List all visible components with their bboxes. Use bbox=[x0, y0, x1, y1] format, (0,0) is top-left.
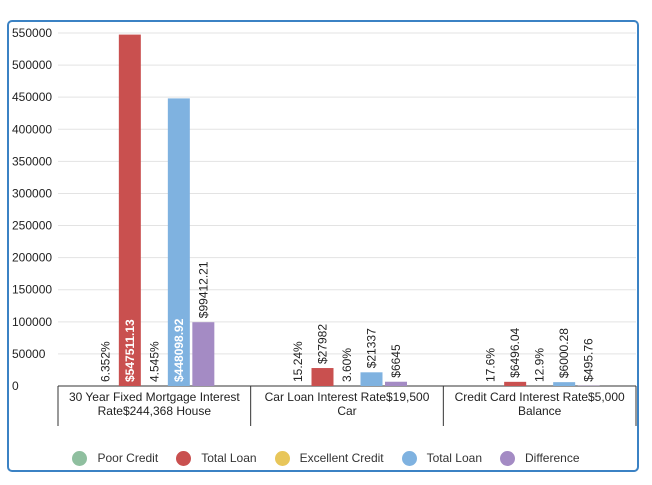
data-label: 6.352% bbox=[98, 341, 112, 382]
data-label: $21337 bbox=[365, 328, 379, 368]
bar bbox=[385, 381, 407, 386]
bar bbox=[311, 368, 334, 386]
data-label: $448098.92 bbox=[172, 318, 186, 382]
data-label: $99412.21 bbox=[196, 261, 210, 318]
y-tick-label: 400000 bbox=[12, 122, 52, 136]
category-label: Car Loan Interest Rate$19,500 bbox=[265, 390, 430, 404]
category-label: Credit Card Interest Rate$5,000 bbox=[455, 390, 625, 404]
y-tick-label: 200000 bbox=[12, 251, 52, 265]
bar bbox=[167, 98, 190, 386]
data-label: 15.24% bbox=[291, 341, 305, 382]
legend-swatch bbox=[401, 450, 417, 466]
legend-item[interactable]: Excellent Credit bbox=[274, 450, 384, 466]
data-label: $6645 bbox=[389, 344, 403, 378]
y-tick-label: 450000 bbox=[12, 90, 52, 104]
y-tick-label: 250000 bbox=[12, 219, 52, 233]
y-tick-label: 550000 bbox=[12, 26, 52, 40]
y-tick-label: 500000 bbox=[12, 58, 52, 72]
y-tick-label: 350000 bbox=[12, 154, 52, 168]
chart-frame bbox=[7, 20, 639, 472]
category-label: Balance bbox=[518, 404, 562, 418]
category-label: Car bbox=[337, 404, 356, 418]
data-label: $6000.28 bbox=[557, 328, 571, 378]
bar bbox=[192, 322, 215, 386]
category-label: 30 Year Fixed Mortgage Interest bbox=[69, 390, 240, 404]
data-label: $495.76 bbox=[582, 338, 596, 382]
legend-item[interactable]: Poor Credit bbox=[72, 450, 159, 466]
legend-item[interactable]: Total Loan bbox=[176, 450, 257, 466]
legend-label: Total Loan bbox=[426, 451, 483, 465]
legend-item[interactable]: Difference bbox=[500, 450, 580, 466]
bar bbox=[118, 34, 141, 386]
legend-item[interactable]: Total Loan bbox=[401, 450, 483, 466]
data-label: 17.6% bbox=[484, 348, 498, 382]
data-label: 4.545% bbox=[147, 341, 161, 382]
data-label: $27982 bbox=[316, 324, 330, 364]
legend-swatch bbox=[176, 450, 192, 466]
y-tick-label: 100000 bbox=[12, 315, 52, 329]
bar bbox=[504, 381, 527, 386]
legend-label: Difference bbox=[525, 451, 580, 465]
legend-swatch bbox=[274, 450, 290, 466]
legend-label: Poor Credit bbox=[97, 451, 159, 465]
bar bbox=[553, 382, 576, 386]
data-label: 3.60% bbox=[340, 348, 354, 382]
y-tick-label: 300000 bbox=[12, 186, 52, 200]
y-tick-label: 150000 bbox=[12, 283, 52, 297]
legend-swatch bbox=[500, 450, 516, 466]
data-label: 12.9% bbox=[533, 348, 547, 382]
legend-label: Total Loan bbox=[201, 451, 257, 465]
legend-label: Excellent Credit bbox=[299, 451, 384, 465]
y-tick-label: 0 bbox=[12, 379, 19, 393]
legend-swatch bbox=[72, 450, 88, 466]
data-label: $547511.13 bbox=[123, 319, 137, 382]
category-label: Rate$244,368 House bbox=[98, 404, 212, 418]
bar-chart: 0 50000 100000 150000 200000 250000 300000 3500… bbox=[12, 26, 637, 426]
y-tick-label: 50000 bbox=[12, 347, 46, 361]
data-label: $6496.04 bbox=[508, 327, 522, 377]
chart-legend: Poor Credit Total Loan Excellent Credit Tot… bbox=[0, 448, 652, 468]
bar bbox=[360, 372, 383, 386]
